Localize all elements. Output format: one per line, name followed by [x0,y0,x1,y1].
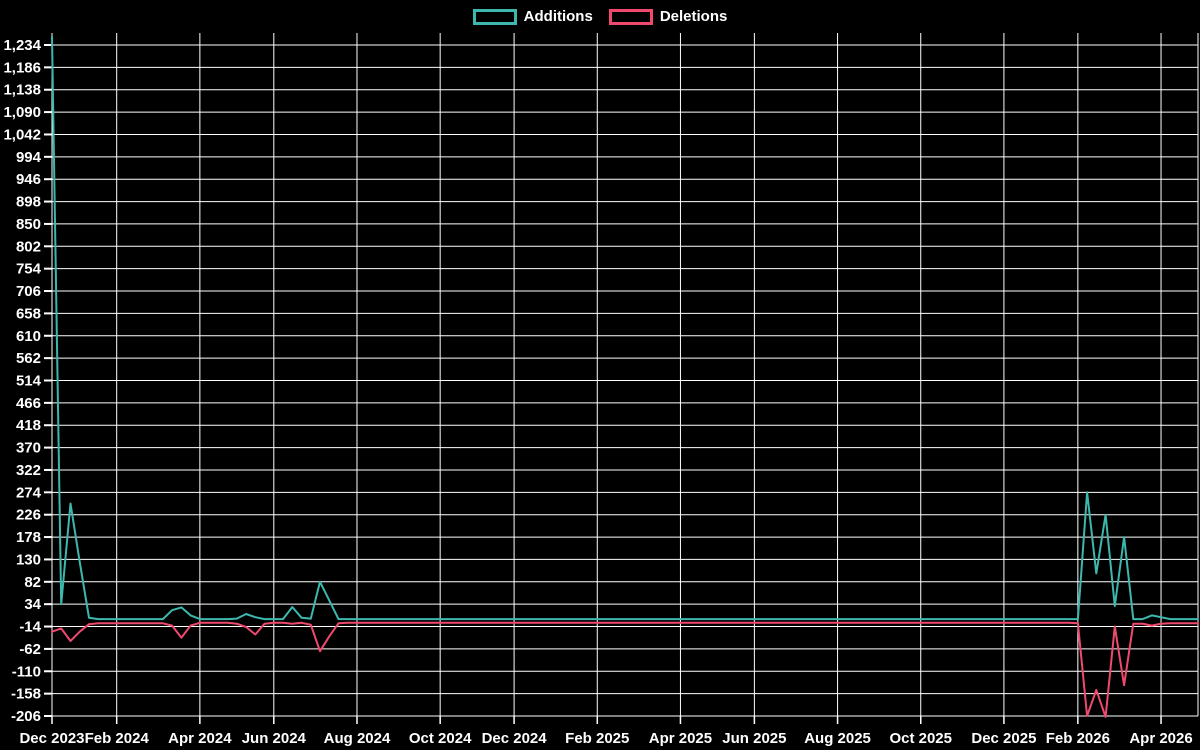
y-axis-label: 706 [16,283,41,300]
y-axis-label: 658 [16,305,41,322]
y-axis-label: 898 [16,194,41,211]
x-axis-label: Oct 2024 [409,730,472,747]
y-axis-label: 802 [16,238,41,255]
x-axis-label: Aug 2024 [324,730,391,747]
legend-label-additions: Additions [523,8,593,25]
y-axis-label: 1,138 [3,82,41,99]
y-axis-label: 130 [16,551,41,568]
additions-swatch-icon [472,8,517,25]
x-axis-label: Dec 2025 [971,730,1036,747]
x-axis-label: Apr 2026 [1129,730,1192,747]
y-axis-label: 226 [16,507,41,524]
y-axis-label: 994 [16,149,42,166]
y-axis-label: 514 [16,373,42,390]
x-axis-label: Aug 2025 [804,730,871,747]
deletions-swatch-icon [608,8,653,25]
x-axis-label: Apr 2024 [168,730,232,747]
legend-item-deletions[interactable]: Deletions [608,8,728,25]
y-axis-label: 82 [24,574,41,591]
y-axis-label: 178 [16,529,41,546]
y-axis-label: 946 [16,171,41,188]
legend-item-additions[interactable]: Additions [472,8,593,25]
x-axis-label: Feb 2025 [565,730,629,747]
y-axis-label: -14 [19,619,41,636]
y-axis-label: 322 [16,462,41,479]
y-axis-label: 370 [16,440,41,457]
y-axis-label: 1,042 [3,126,41,143]
x-axis-label: Jun 2024 [242,730,307,747]
x-gridlines-and-labels: Dec 2023 Feb 2024 Apr 2024 Jun 2024 Aug 2024… [19,33,1199,747]
y-axis-label: -206 [11,708,41,725]
x-axis-label: Dec 2023 [19,730,84,747]
x-axis-label: Apr 2025 [649,730,712,747]
y-axis-label: -62 [19,641,41,658]
y-axis-label: 1,186 [3,59,41,76]
y-axis-label: 466 [16,395,41,412]
y-axis-label: 562 [16,350,41,367]
y-axis-label: 418 [16,417,41,434]
deletions-line [51,621,1199,718]
y-axis-label: -158 [11,686,41,703]
x-axis-label: Feb 2024 [85,730,150,747]
chart-legend: Additions Deletions [0,8,1200,25]
y-axis-label: 1,090 [3,104,41,121]
y-axis-label: 1,234 [3,37,41,54]
x-axis-label: Jun 2025 [722,730,786,747]
y-axis-label: -110 [12,663,41,680]
y-axis-label: 610 [16,328,41,345]
y-axis-label: 754 [16,261,42,278]
y-axis-label: 34 [24,596,41,613]
x-axis-label: Oct 2025 [889,730,952,747]
y-axis-label: 850 [16,216,41,233]
additions-line [51,35,1199,621]
legend-label-deletions: Deletions [659,8,728,25]
x-axis-label: Dec 2024 [482,730,548,747]
x-axis-label: Feb 2026 [1046,730,1110,747]
y-gridlines-and-labels: 1,234 1,186 1,138 1,090 1,042 994 946 898 850 802… [3,37,1198,725]
y-axis-label: 274 [16,484,42,501]
